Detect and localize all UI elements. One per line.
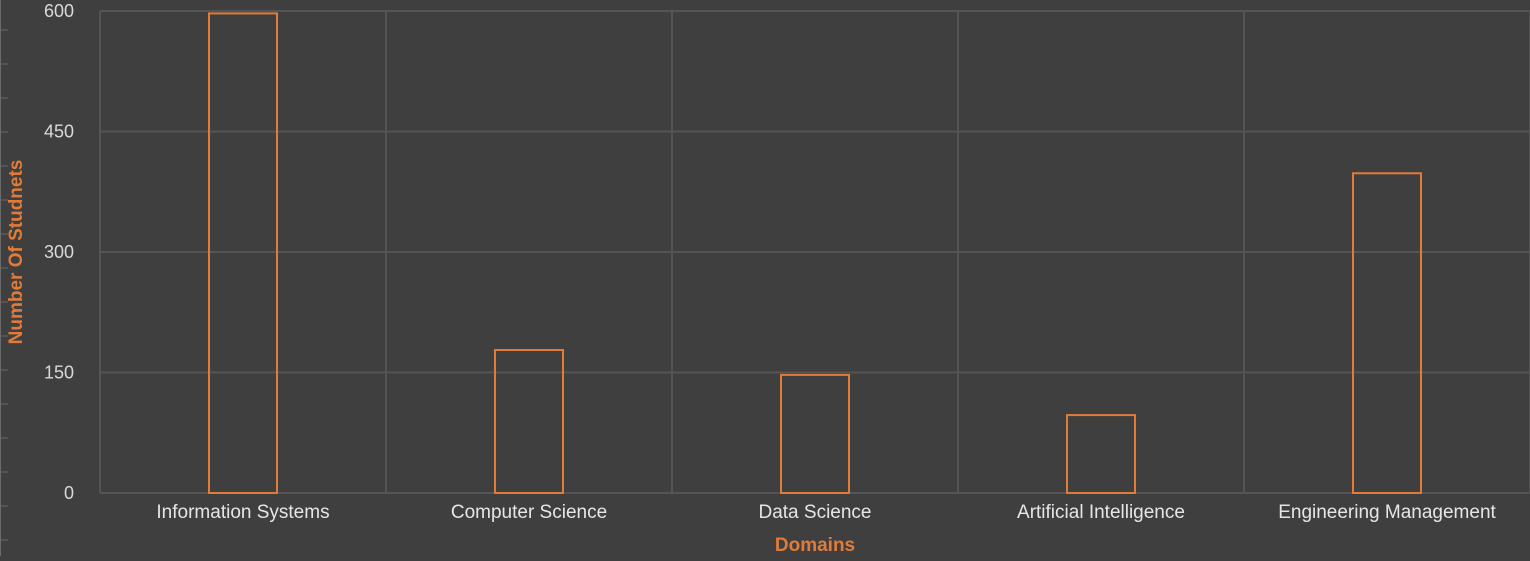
- bar: [1352, 172, 1422, 494]
- y-tick-label: 300: [44, 242, 74, 262]
- y-axis-ticks: 0 150 300 450 600: [44, 1, 74, 503]
- x-tick-label: Engineering Management: [1278, 502, 1496, 523]
- x-tick-label: Computer Science: [451, 502, 607, 523]
- y-tick-label: 450: [44, 122, 74, 142]
- bar: [208, 12, 278, 494]
- bars: [208, 12, 1422, 494]
- x-tick-label: Data Science: [758, 502, 871, 523]
- y-axis-title: Number Of Studnets: [6, 160, 27, 345]
- y-tick-label: 0: [64, 483, 74, 503]
- x-axis-title: Domains: [775, 535, 855, 556]
- bar: [494, 349, 564, 494]
- y-tick-label: 150: [44, 363, 74, 383]
- bar: [780, 373, 850, 494]
- x-axis-ticks: Information Systems Computer Science Data …: [156, 502, 1496, 523]
- bar: [1066, 414, 1136, 494]
- gridlines: [99, 10, 1530, 494]
- y-tick-label: 600: [44, 1, 74, 21]
- left-edge-ticks: [0, 0, 8, 556]
- x-tick-label: Information Systems: [156, 502, 329, 523]
- x-tick-label: Artificial Intelligence: [1017, 502, 1185, 523]
